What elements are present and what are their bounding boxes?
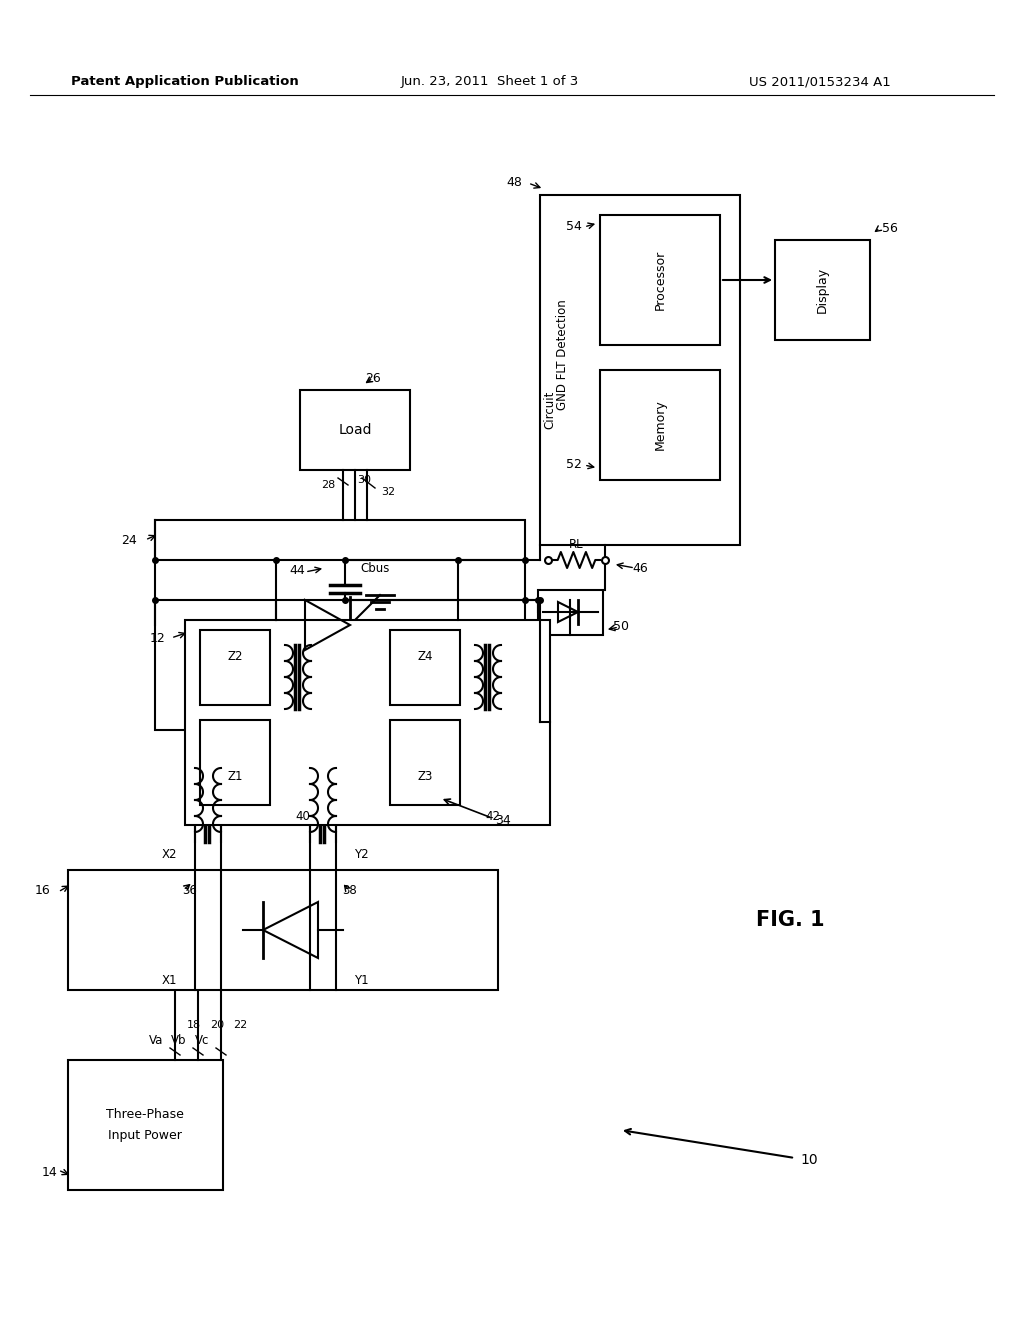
Text: Vb: Vb	[171, 1034, 186, 1047]
FancyBboxPatch shape	[390, 719, 460, 805]
Text: Cbus: Cbus	[360, 561, 389, 574]
Text: Three-Phase: Three-Phase	[106, 1109, 184, 1122]
Text: Circuit: Circuit	[544, 391, 556, 429]
FancyBboxPatch shape	[600, 370, 720, 480]
FancyBboxPatch shape	[68, 1060, 223, 1191]
Text: X2: X2	[162, 849, 177, 862]
Text: X1: X1	[162, 974, 177, 986]
Text: RL: RL	[568, 539, 584, 552]
FancyBboxPatch shape	[775, 240, 870, 341]
Text: 42: 42	[485, 810, 501, 824]
Text: 40: 40	[296, 810, 310, 824]
Text: 50: 50	[613, 620, 629, 634]
Text: FIG. 1: FIG. 1	[756, 909, 824, 931]
Text: US 2011/0153234 A1: US 2011/0153234 A1	[750, 75, 891, 88]
Text: 54: 54	[566, 220, 582, 234]
FancyBboxPatch shape	[200, 630, 270, 705]
Text: Jun. 23, 2011  Sheet 1 of 3: Jun. 23, 2011 Sheet 1 of 3	[400, 75, 580, 88]
FancyBboxPatch shape	[200, 719, 270, 805]
Text: 14: 14	[42, 1166, 58, 1179]
Text: Load: Load	[338, 422, 372, 437]
Text: GND FLT Detection: GND FLT Detection	[555, 300, 568, 411]
Text: 36: 36	[182, 883, 198, 896]
Text: 34: 34	[495, 813, 511, 826]
Text: 38: 38	[343, 883, 357, 896]
Text: Z2: Z2	[227, 651, 243, 664]
Text: 16: 16	[34, 883, 50, 896]
Text: 32: 32	[381, 487, 395, 498]
Text: 30: 30	[357, 475, 371, 484]
Text: Vc: Vc	[195, 1034, 209, 1047]
Text: Y2: Y2	[354, 849, 369, 862]
Text: 12: 12	[150, 631, 165, 644]
Text: 26: 26	[366, 371, 381, 384]
Text: 44: 44	[289, 564, 305, 577]
Text: Processor: Processor	[653, 249, 667, 310]
Text: 18: 18	[187, 1020, 201, 1030]
FancyBboxPatch shape	[155, 520, 525, 730]
FancyBboxPatch shape	[538, 590, 603, 635]
Text: Z4: Z4	[417, 651, 433, 664]
FancyBboxPatch shape	[600, 215, 720, 345]
Text: Memory: Memory	[653, 400, 667, 450]
FancyBboxPatch shape	[540, 195, 740, 545]
Text: Patent Application Publication: Patent Application Publication	[71, 75, 299, 88]
Text: 24: 24	[121, 533, 137, 546]
Text: Z1: Z1	[227, 771, 243, 784]
Text: 28: 28	[321, 480, 335, 490]
Text: 10: 10	[800, 1152, 817, 1167]
Text: 52: 52	[566, 458, 582, 471]
Text: 56: 56	[882, 222, 898, 235]
FancyBboxPatch shape	[390, 630, 460, 705]
Text: 20: 20	[210, 1020, 224, 1030]
Text: Y1: Y1	[354, 974, 369, 986]
Text: Va: Va	[148, 1034, 163, 1047]
Text: 48: 48	[506, 177, 522, 190]
Text: 46: 46	[632, 561, 648, 574]
FancyBboxPatch shape	[185, 620, 550, 825]
Text: Input Power: Input Power	[109, 1129, 182, 1142]
FancyBboxPatch shape	[300, 389, 410, 470]
Text: Display: Display	[815, 267, 828, 313]
Text: Z3: Z3	[418, 771, 433, 784]
FancyBboxPatch shape	[68, 870, 498, 990]
Text: 22: 22	[233, 1020, 247, 1030]
